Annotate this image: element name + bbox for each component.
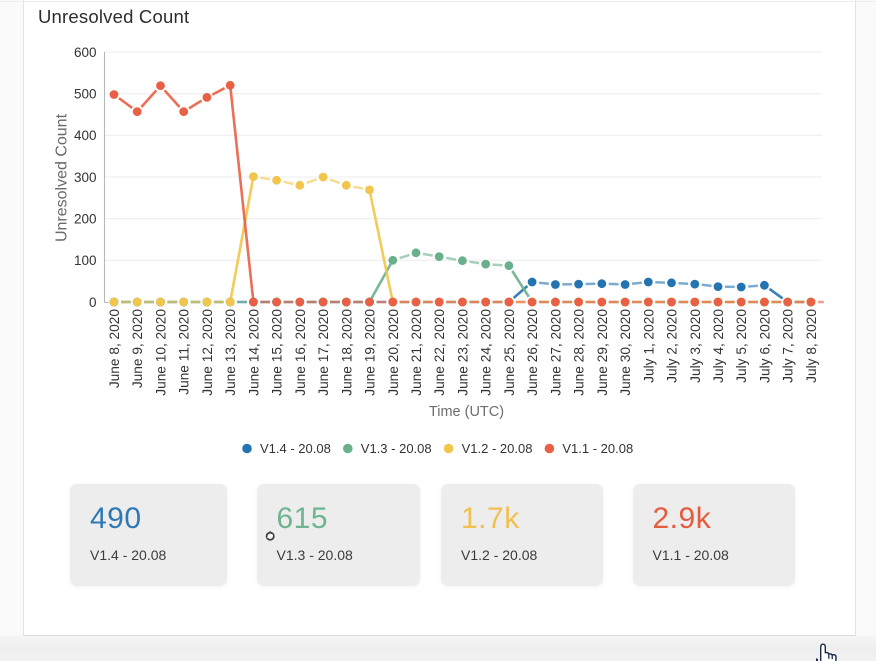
svg-text:June 9, 2020: June 9, 2020 bbox=[130, 309, 145, 389]
svg-text:June 8, 2020: June 8, 2020 bbox=[107, 309, 122, 389]
svg-text:V1.2 - 20.08: V1.2 - 20.08 bbox=[462, 441, 533, 456]
svg-text:June 10, 2020: June 10, 2020 bbox=[154, 309, 169, 396]
svg-text:July 6, 2020: July 6, 2020 bbox=[757, 309, 772, 383]
svg-text:June 16, 2020: June 16, 2020 bbox=[293, 309, 308, 396]
svg-text:Unresolved Count: Unresolved Count bbox=[54, 113, 71, 242]
svg-text:500: 500 bbox=[74, 87, 97, 102]
svg-text:400: 400 bbox=[74, 128, 97, 143]
svg-text:V1.3 - 20.08: V1.3 - 20.08 bbox=[361, 441, 432, 456]
svg-text:June 25, 2020: June 25, 2020 bbox=[502, 309, 517, 396]
svg-text:June 12, 2020: June 12, 2020 bbox=[200, 309, 215, 396]
svg-text:June 26, 2020: June 26, 2020 bbox=[525, 309, 540, 396]
svg-text:July 3, 2020: July 3, 2020 bbox=[688, 309, 703, 383]
svg-text:June 11, 2020: June 11, 2020 bbox=[177, 309, 192, 395]
svg-text:600: 600 bbox=[74, 45, 97, 60]
svg-text:June 20, 2020: June 20, 2020 bbox=[386, 309, 401, 396]
svg-text:200: 200 bbox=[74, 212, 97, 227]
svg-text:June 22, 2020: June 22, 2020 bbox=[432, 309, 447, 396]
svg-text:June 30, 2020: June 30, 2020 bbox=[618, 309, 633, 396]
svg-text:July 4, 2020: July 4, 2020 bbox=[711, 309, 726, 383]
svg-text:June 17, 2020: June 17, 2020 bbox=[316, 309, 331, 396]
svg-text:June 23, 2020: June 23, 2020 bbox=[455, 309, 470, 396]
svg-text:300: 300 bbox=[74, 170, 97, 185]
svg-text:0: 0 bbox=[89, 295, 97, 310]
svg-text:100: 100 bbox=[74, 253, 97, 268]
svg-text:June 21, 2020: June 21, 2020 bbox=[409, 309, 424, 396]
svg-text:V1.4 - 20.08: V1.4 - 20.08 bbox=[260, 441, 331, 456]
svg-text:June 15, 2020: June 15, 2020 bbox=[270, 309, 285, 396]
svg-text:June 14, 2020: June 14, 2020 bbox=[246, 309, 261, 396]
svg-text:July 7, 2020: July 7, 2020 bbox=[781, 309, 796, 383]
svg-text:July 1, 2020: July 1, 2020 bbox=[641, 309, 656, 383]
svg-text:June 29, 2020: June 29, 2020 bbox=[595, 309, 610, 396]
svg-text:June 24, 2020: June 24, 2020 bbox=[479, 309, 494, 396]
svg-text:June 19, 2020: June 19, 2020 bbox=[363, 309, 378, 396]
svg-text:July 2, 2020: July 2, 2020 bbox=[665, 309, 680, 383]
svg-text:Time (UTC): Time (UTC) bbox=[429, 404, 504, 420]
svg-text:June 13, 2020: June 13, 2020 bbox=[223, 309, 238, 396]
svg-text:June 18, 2020: June 18, 2020 bbox=[339, 309, 354, 396]
svg-text:July 8, 2020: July 8, 2020 bbox=[804, 309, 819, 383]
svg-text:July 5, 2020: July 5, 2020 bbox=[734, 309, 749, 383]
svg-text:June 27, 2020: June 27, 2020 bbox=[548, 309, 563, 396]
svg-text:June 28, 2020: June 28, 2020 bbox=[572, 309, 587, 396]
svg-text:V1.1 - 20.08: V1.1 - 20.08 bbox=[562, 441, 633, 456]
